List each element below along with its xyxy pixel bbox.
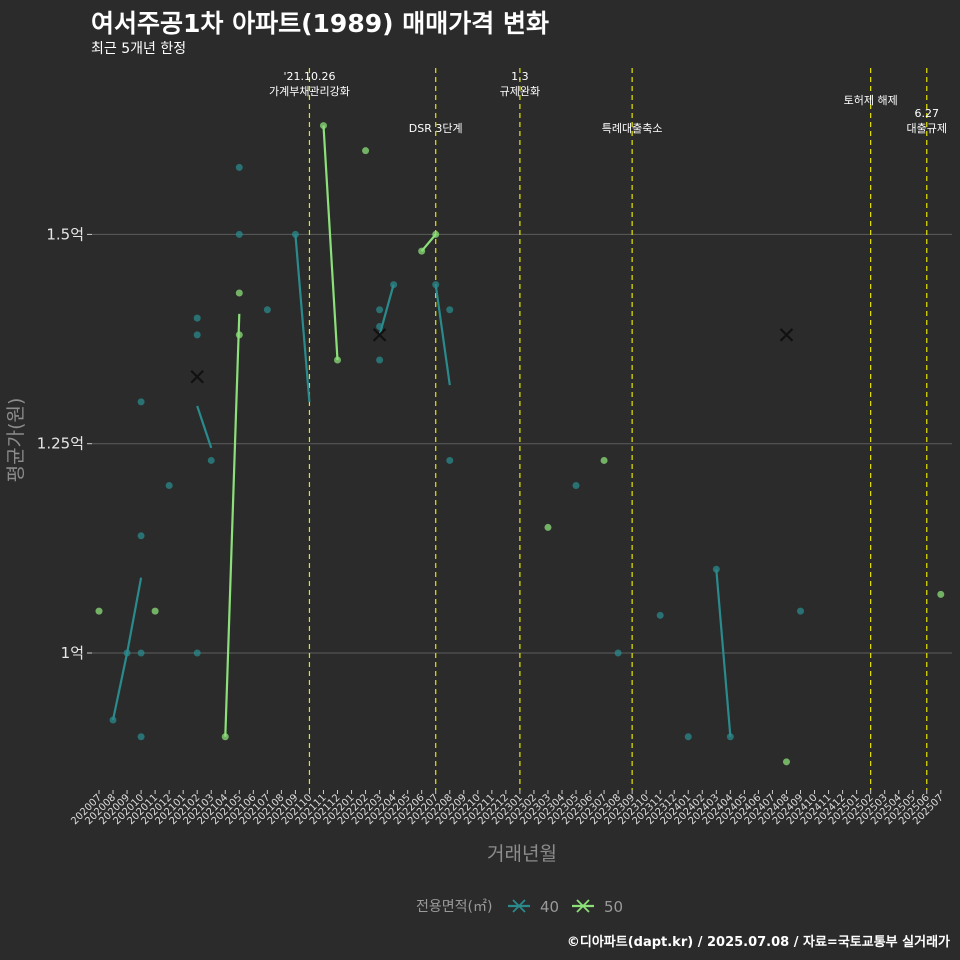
- cross-marker: [190, 369, 204, 384]
- data-point-40: [446, 456, 454, 464]
- data-point-50: [432, 230, 440, 238]
- data-point-50: [221, 733, 229, 741]
- event-label: 6.27: [915, 107, 940, 120]
- series-line-50: [225, 126, 941, 737]
- data-point-40: [207, 456, 215, 464]
- event-label: DSR 3단계: [409, 122, 463, 135]
- data-point-40: [572, 482, 580, 490]
- data-point-50: [95, 607, 103, 615]
- data-point-40: [137, 649, 145, 657]
- x-axis-title: 거래년월: [487, 843, 557, 865]
- data-point-50: [151, 607, 159, 615]
- data-point-50: [319, 122, 327, 130]
- data-point-40: [376, 356, 384, 364]
- data-point-50: [235, 289, 243, 297]
- data-point-40: [137, 398, 145, 406]
- y-tick-label: 1.5억: [46, 225, 84, 243]
- data-point-40: [137, 532, 145, 540]
- legend-label-40: 40: [540, 898, 559, 916]
- data-point-40: [263, 306, 271, 314]
- data-point-40: [235, 163, 243, 171]
- event-label: 규제완화: [500, 85, 540, 98]
- data-point-40: [712, 565, 720, 573]
- data-point-40: [614, 649, 622, 657]
- y-tick-label: 1.25억: [37, 435, 84, 453]
- event-label: 가계부채관리강화: [269, 85, 350, 98]
- data-point-40: [446, 306, 454, 314]
- event-label: 특례대출축소: [602, 122, 663, 135]
- data-point-40: [193, 331, 201, 339]
- event-label: 토허제 해제: [844, 93, 898, 107]
- cross-marker: [372, 328, 387, 342]
- data-point-50: [937, 590, 945, 598]
- y-axis-title: 평균가(원): [5, 398, 27, 483]
- data-point-40: [165, 482, 173, 490]
- data-point-40: [193, 314, 201, 322]
- legend-swatch-cross-50: [576, 899, 590, 913]
- data-point-50: [235, 331, 243, 339]
- data-point-40: [684, 733, 692, 741]
- series-line-40: [111, 234, 732, 737]
- chart-title: 여서주공1차 아파트(1989) 매매가격 변화: [91, 9, 549, 38]
- data-point-40: [797, 607, 804, 615]
- data-point-40: [235, 230, 243, 238]
- data-point-40: [726, 733, 734, 741]
- data-point-40: [656, 611, 664, 619]
- data-point-50: [334, 356, 342, 364]
- data-point-40: [193, 649, 201, 657]
- legend-swatch-cross-40: [512, 899, 526, 913]
- event-label: 1.3: [511, 70, 529, 83]
- data-point-40: [137, 733, 145, 741]
- data-point-50: [600, 456, 608, 464]
- cross-marker: [779, 328, 794, 342]
- chart-caption: ©디아파트(dapt.kr) / 2025.07.08 / 자료=국토교통부 실…: [566, 935, 950, 950]
- data-point-50: [418, 247, 426, 255]
- event-label: '21.10.26: [283, 70, 335, 83]
- data-point-50: [782, 758, 790, 766]
- y-tick-label: 1억: [61, 644, 84, 662]
- data-point-40: [376, 306, 384, 314]
- legend-title: 전용면적(㎡): [416, 899, 492, 915]
- data-point-50: [544, 523, 552, 531]
- data-point-50: [362, 147, 370, 155]
- chart-subtitle: 최근 5개년 한정: [91, 41, 187, 57]
- event-label: 대출규제: [907, 122, 947, 135]
- legend-label-50: 50: [604, 898, 623, 916]
